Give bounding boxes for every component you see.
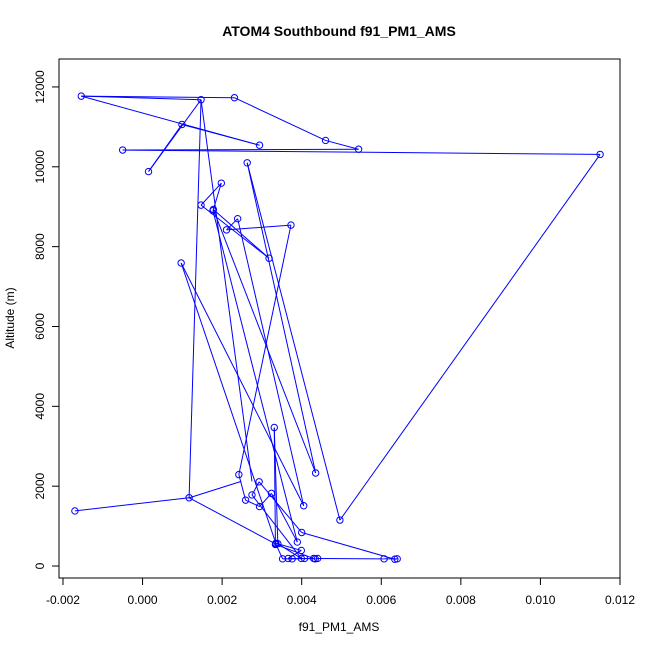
data-point bbox=[287, 221, 295, 229]
series-segment bbox=[200, 182, 222, 206]
data-point bbox=[299, 502, 308, 510]
data-point bbox=[222, 226, 231, 234]
data-point bbox=[118, 146, 127, 154]
data-point bbox=[235, 470, 243, 479]
y-tick-label: 0 bbox=[33, 562, 47, 569]
series-segment bbox=[275, 542, 302, 551]
data-point bbox=[354, 145, 363, 153]
data-point bbox=[197, 96, 205, 104]
data-point bbox=[71, 507, 79, 515]
y-tick-label: 4000 bbox=[33, 393, 47, 420]
y-axis: 0 2000 4000 6000 8000 10000 12000 bbox=[33, 70, 59, 569]
data-point bbox=[248, 491, 256, 499]
data-point bbox=[288, 555, 296, 563]
y-tick-label: 2000 bbox=[33, 473, 47, 500]
data-point bbox=[297, 554, 306, 563]
series-segment bbox=[301, 532, 395, 560]
x-tick-label: 0.002 bbox=[207, 593, 237, 607]
series-segment bbox=[212, 210, 298, 543]
data-point bbox=[77, 92, 85, 100]
data-point bbox=[293, 538, 302, 546]
series-segment bbox=[251, 481, 260, 496]
series-segment bbox=[251, 494, 302, 559]
y-tick-label: 8000 bbox=[33, 233, 47, 260]
data-point bbox=[336, 516, 344, 524]
data-point bbox=[197, 201, 205, 209]
series-segment bbox=[226, 224, 291, 231]
data-point bbox=[298, 528, 306, 537]
series-segment bbox=[339, 154, 601, 521]
data-point bbox=[209, 207, 217, 215]
chart-title: ATOM4 Southbound f91_PM1_AMS bbox=[222, 23, 456, 39]
series-segment bbox=[212, 209, 317, 474]
series-segment bbox=[234, 97, 326, 141]
series-segment bbox=[246, 162, 317, 474]
y-tick-label: 6000 bbox=[33, 313, 47, 340]
series-segment bbox=[277, 543, 302, 559]
x-tick-label: 0.006 bbox=[366, 593, 396, 607]
data-point bbox=[380, 555, 388, 563]
data-point bbox=[270, 423, 278, 432]
series-segment bbox=[258, 481, 303, 533]
series-segment bbox=[148, 99, 202, 172]
series-segment bbox=[180, 262, 305, 506]
y-tick-label: 10000 bbox=[33, 150, 47, 184]
x-tick-label: 0.004 bbox=[287, 593, 317, 607]
data-point bbox=[265, 254, 273, 262]
x-axis: -0.002 0.000 0.002 0.004 0.006 0.008 0.010 0.01… bbox=[46, 578, 635, 607]
data-point bbox=[144, 167, 153, 176]
data-point bbox=[284, 554, 292, 563]
x-tick-label: 0.012 bbox=[605, 593, 635, 607]
data-point bbox=[309, 554, 318, 563]
plot-frame bbox=[58, 58, 621, 579]
data-point bbox=[321, 136, 330, 145]
series-segment bbox=[238, 224, 292, 475]
series-segment bbox=[180, 262, 277, 544]
data-point bbox=[177, 259, 185, 267]
x-tick-label: 0.010 bbox=[525, 593, 555, 607]
data-point bbox=[272, 540, 280, 548]
data-point bbox=[217, 179, 226, 187]
data-point bbox=[185, 494, 193, 502]
series-segment bbox=[81, 95, 260, 146]
data-point bbox=[313, 554, 322, 563]
series-segment bbox=[245, 499, 260, 507]
data-point bbox=[255, 502, 264, 511]
data-point bbox=[233, 214, 242, 223]
data-point bbox=[311, 469, 320, 477]
series-segment bbox=[188, 480, 242, 499]
data-point bbox=[241, 496, 250, 504]
x-tick-label: 0.000 bbox=[128, 593, 158, 607]
series-segment bbox=[200, 99, 253, 482]
series-segment bbox=[74, 497, 190, 512]
series-segment bbox=[273, 427, 276, 545]
data-point bbox=[391, 555, 399, 563]
data-point bbox=[230, 94, 239, 102]
series-segment bbox=[325, 139, 359, 150]
series-segment bbox=[238, 474, 247, 501]
y-tick-label: 12000 bbox=[33, 70, 47, 104]
data-point bbox=[178, 120, 186, 129]
x-axis-label: f91_PM1_AMS bbox=[299, 620, 380, 634]
x-tick-label: -0.002 bbox=[46, 593, 80, 607]
series-segment bbox=[81, 95, 202, 101]
data-point bbox=[255, 478, 263, 486]
data-point bbox=[278, 555, 287, 563]
series-segment bbox=[246, 162, 341, 521]
data-point bbox=[596, 150, 604, 159]
y-axis-label: Altitude (m) bbox=[3, 287, 17, 348]
series-segment bbox=[237, 218, 305, 506]
x-tick-label: 0.008 bbox=[446, 593, 476, 607]
data-point bbox=[297, 546, 306, 555]
series-segment bbox=[188, 99, 202, 498]
data-point bbox=[267, 489, 276, 498]
data-point bbox=[243, 159, 251, 167]
series-segment bbox=[226, 218, 238, 231]
series-layer bbox=[71, 92, 604, 563]
data-point bbox=[300, 554, 309, 563]
series-segment bbox=[188, 497, 277, 545]
data-point bbox=[255, 141, 264, 149]
series-segment bbox=[122, 149, 601, 155]
